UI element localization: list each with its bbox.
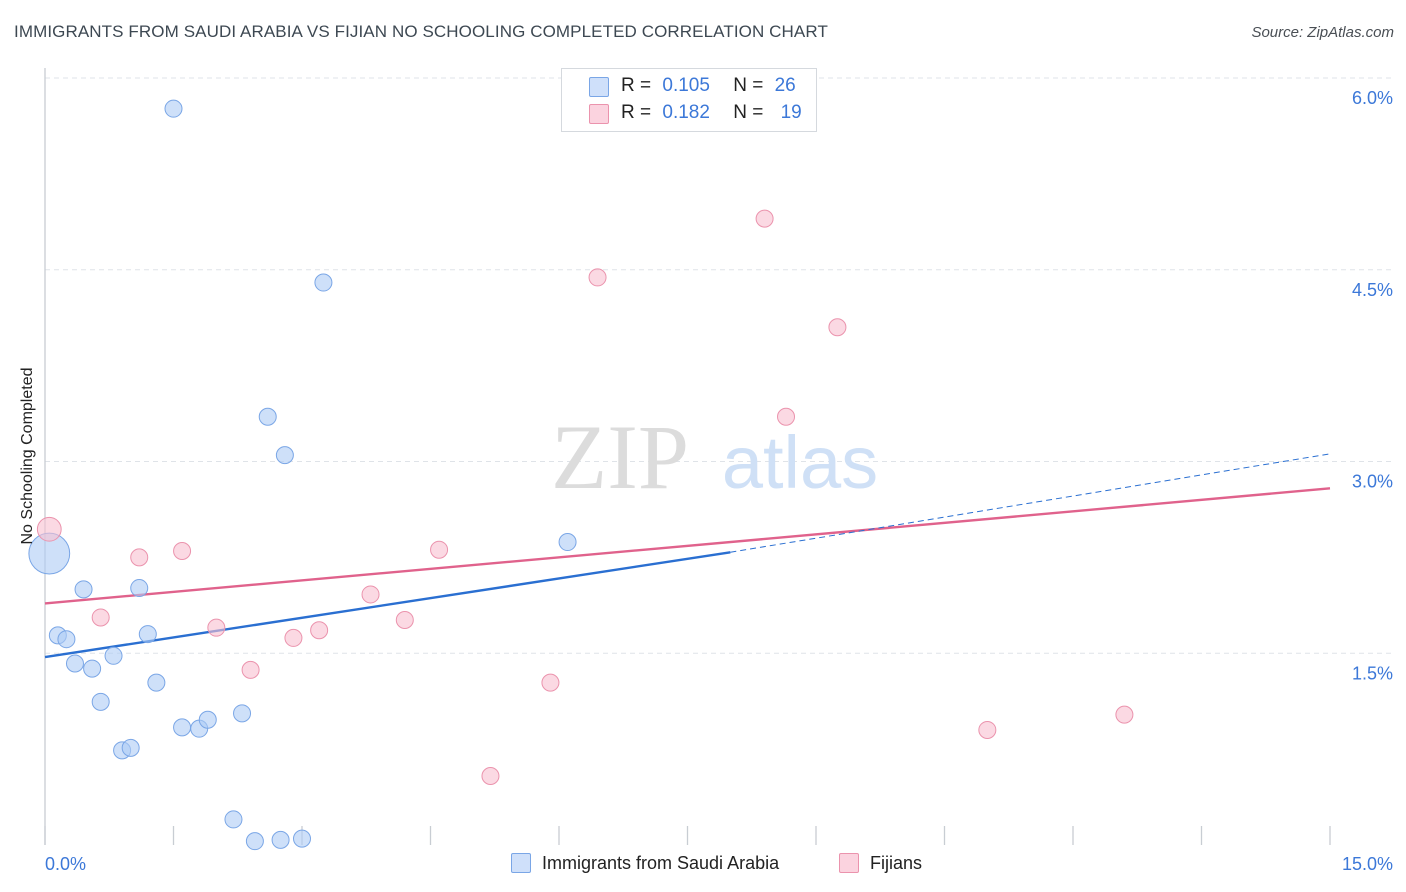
data-point-fijian [755, 209, 774, 228]
legend-n-value: 26 [774, 75, 796, 96]
data-point-saudi [121, 738, 140, 757]
data-point-fijian [430, 540, 449, 559]
data-point-saudi [258, 407, 277, 426]
data-point-saudi [558, 533, 577, 552]
data-point-fijian [588, 268, 607, 287]
y-tick-label: 4.5% [1352, 280, 1393, 300]
data-point-saudi [138, 625, 157, 644]
y-tick-label: 1.5% [1352, 663, 1393, 683]
data-point-fijian [241, 660, 260, 679]
data-point-saudi [233, 704, 252, 723]
point-layer [28, 99, 1134, 851]
data-point-fijian [481, 766, 500, 785]
data-point-saudi [271, 830, 290, 849]
data-point-saudi [224, 810, 243, 829]
data-point-saudi [147, 673, 166, 692]
watermark-atlas: atlas [722, 421, 878, 504]
source-note: Source: ZipAtlas.com [1251, 24, 1394, 41]
y-tick-label: 3.0% [1352, 472, 1393, 492]
tick-label-layer: 1.5% 3.0% 4.5% 6.0% 0.0% 15.0% [45, 88, 1393, 874]
data-point-fijian [284, 628, 303, 647]
data-point-saudi [275, 446, 294, 465]
y-axis-title: No Schooling Completed [19, 367, 36, 545]
legend-n-value: 19 [780, 102, 802, 123]
legend-r-label: R = [621, 75, 652, 96]
data-point-saudi [83, 659, 102, 678]
data-point-fijian [541, 673, 560, 692]
legend-r-value: 0.105 [662, 75, 710, 96]
data-point-saudi [293, 829, 311, 848]
legend-swatch-fijian [589, 104, 609, 124]
data-point-saudi [65, 654, 84, 673]
data-point-fijian [91, 608, 110, 627]
trend-layer [44, 453, 1331, 659]
data-point-fijian [361, 585, 380, 604]
data-point-fijian [207, 618, 226, 637]
data-point-fijian [36, 516, 62, 542]
y-tick-label: 6.0% [1352, 88, 1393, 108]
data-point-saudi [74, 580, 93, 599]
data-point-saudi [91, 692, 110, 711]
x-tick-label: 15.0% [1342, 854, 1393, 874]
data-point-saudi [245, 832, 264, 851]
data-point-fijian [395, 611, 414, 630]
legend-label-saudi: Immigrants from Saudi Arabia [542, 853, 780, 873]
grid-layer [45, 77, 1392, 654]
legend-r-value: 0.182 [662, 102, 710, 123]
data-point-fijian [978, 720, 997, 739]
data-point-saudi [130, 579, 149, 598]
watermark-zip: ZIP [551, 406, 689, 508]
data-point-saudi [314, 273, 333, 292]
data-point-saudi [173, 718, 192, 737]
legend-n-label: N = [733, 75, 764, 96]
data-point-fijian [173, 541, 192, 560]
data-point-fijian [130, 548, 149, 567]
legend-swatch-saudi [589, 77, 609, 97]
chart-title: IMMIGRANTS FROM SAUDI ARABIA VS FIJIAN N… [14, 22, 828, 41]
x-tick-label: 0.0% [45, 854, 86, 874]
legend-swatch-fijian [839, 853, 859, 873]
data-point-saudi [104, 646, 123, 665]
trend-line-saudi-extension [730, 453, 1331, 553]
data-point-saudi [164, 99, 183, 118]
data-point-fijian [1115, 705, 1134, 724]
legend-swatch-saudi [511, 853, 531, 873]
data-point-fijian [777, 407, 796, 426]
axis-layer [44, 68, 1331, 845]
data-point-saudi [57, 630, 76, 649]
watermark: ZIP atlas [551, 406, 878, 508]
legend-label-fijian: Fijians [870, 853, 923, 873]
data-point-fijian [310, 621, 329, 640]
trend-line-saudi [44, 551, 731, 659]
data-point-fijian [828, 318, 847, 337]
trend-line-fijian [44, 487, 1331, 605]
correlation-legend: R = 0.105 N = 26 R = 0.182 N = 19 [561, 68, 817, 132]
data-point-saudi [198, 710, 217, 729]
legend-n-label: N = [733, 102, 764, 123]
legend-r-label: R = [621, 102, 652, 123]
